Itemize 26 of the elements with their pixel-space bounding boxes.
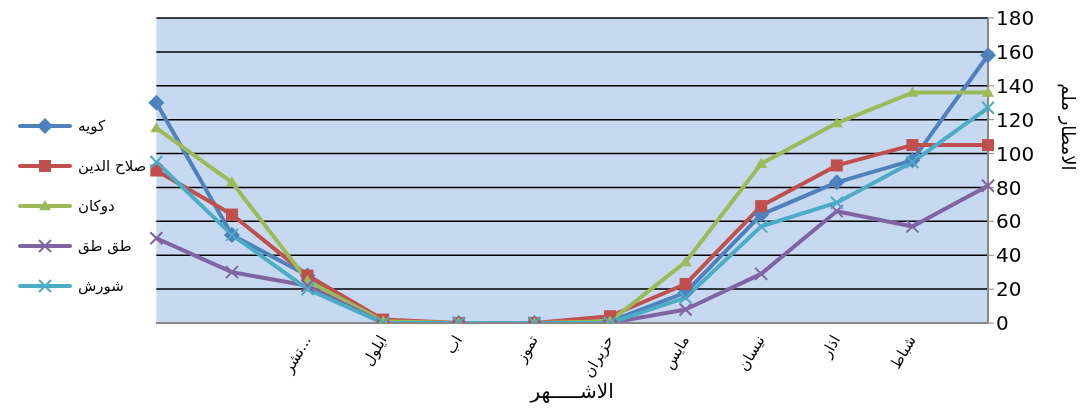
y-tick-label: 100 bbox=[996, 141, 1035, 166]
x-tick-label: تموز bbox=[511, 332, 542, 367]
y-tick-label: 80 bbox=[996, 175, 1022, 200]
x-tick-label: اذار bbox=[816, 332, 845, 362]
y-tick-label: 120 bbox=[996, 107, 1035, 132]
y-tick-label: 20 bbox=[996, 277, 1022, 302]
x-tick-label: ايلول bbox=[358, 332, 391, 369]
y-tick-label: 40 bbox=[996, 243, 1022, 268]
x-tick-label: تشر... bbox=[278, 332, 315, 377]
y-tick-label: 180 bbox=[996, 6, 1035, 31]
y-tick-label: 140 bbox=[996, 73, 1035, 98]
y-tick-label: 160 bbox=[996, 39, 1035, 64]
legend-label: طق طق bbox=[78, 236, 132, 255]
legend-label: كويه bbox=[78, 116, 106, 135]
y-tick-label: 0 bbox=[996, 311, 1009, 336]
y-tick-label: 60 bbox=[996, 209, 1022, 234]
x-tick-label: حزيران bbox=[579, 332, 618, 381]
x-axis-title: الاشـــــهر bbox=[529, 379, 614, 403]
x-tick-label: نيسان bbox=[734, 332, 769, 374]
legend-label: شورش bbox=[78, 276, 124, 295]
legend-label: صلاح الدين bbox=[78, 156, 147, 175]
y-axis-title: الامطار ملم bbox=[1056, 83, 1079, 171]
x-tick-label: اب bbox=[441, 332, 467, 358]
legend-label: دوكان bbox=[78, 196, 115, 215]
x-tick-label: شباط bbox=[886, 332, 920, 373]
x-tick-label: مايس bbox=[659, 332, 693, 373]
